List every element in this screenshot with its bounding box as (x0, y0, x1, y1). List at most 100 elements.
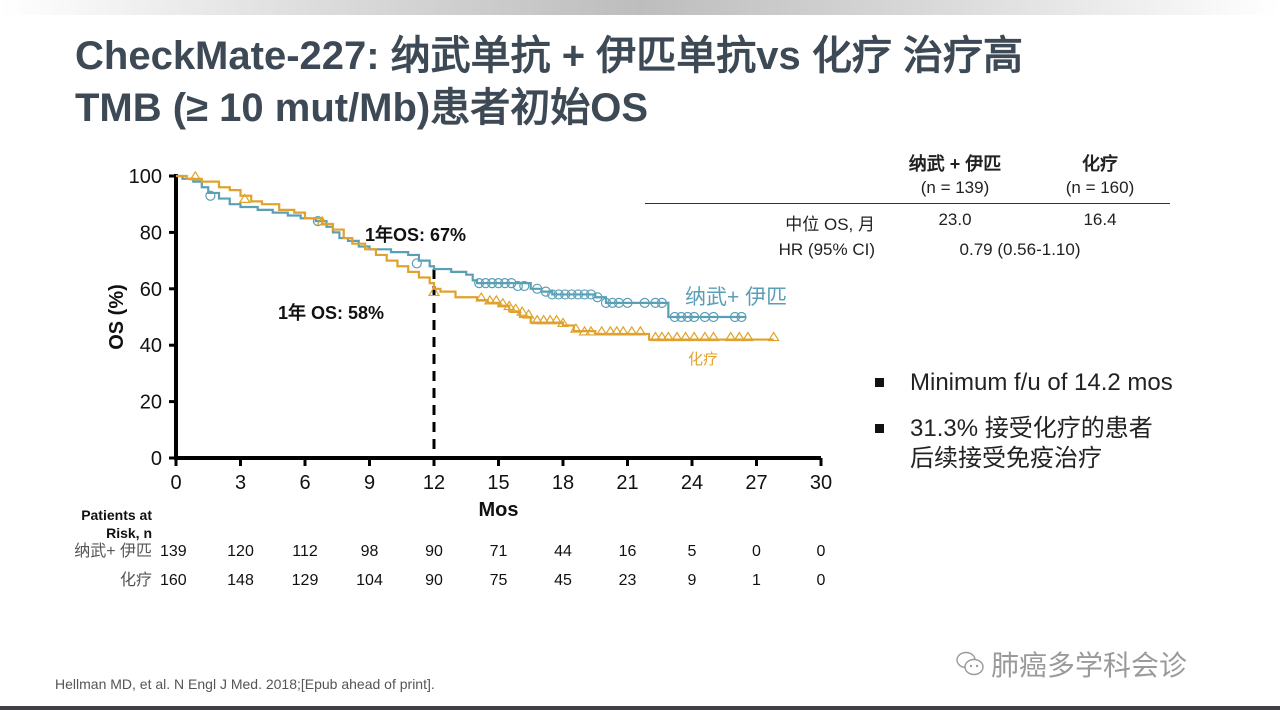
title-line-2: TMB (≥ 10 mut/Mb)患者初始OS (75, 86, 649, 130)
censor-mark-circle (708, 311, 719, 323)
risk-table-title: Risk, n (106, 525, 152, 541)
hr-value: 0.79 (0.56-1.10) (959, 240, 1081, 259)
censor-mark-triangle (578, 325, 591, 336)
risk-count: 112 (292, 543, 318, 560)
censor-mark-triangle (475, 291, 488, 302)
censor-mark-triangle (189, 170, 202, 181)
censor-mark-triangle (625, 325, 638, 336)
risk-count: 16 (619, 543, 637, 560)
censor-mark-triangle (427, 286, 441, 297)
x-tick-label: 15 (487, 472, 509, 494)
x-tick-label: 3 (235, 472, 246, 494)
y-axis-label: OS (%) (106, 284, 128, 350)
x-tick-label: 30 (810, 472, 832, 494)
risk-count: 129 (292, 572, 319, 589)
censor-mark-triangle (662, 331, 675, 342)
y-tick-label: 40 (140, 335, 162, 357)
censor-mark-triangle (741, 331, 754, 342)
censor-mark-triangle (537, 314, 550, 325)
risk-row-label: 化疗 (120, 571, 152, 589)
annotation-1yr-os-chemo: 1年 OS: 58% (278, 302, 384, 323)
censor-mark-circle (506, 278, 517, 289)
censor-mark-circle (512, 280, 523, 292)
axes: 0 20 40 60 80 100 0 3 6 9 12 15 18 21 24 27 30 Mos OS (%) (106, 166, 832, 521)
risk-count: 75 (490, 572, 508, 589)
censor-mark-triangle (649, 331, 662, 342)
y-tick-label: 0 (151, 448, 162, 470)
censor-mark-circle (560, 289, 571, 300)
y-tick-label: 60 (140, 279, 162, 301)
km-curve-nivo-ipi (176, 174, 746, 319)
censor-mark-triangle (544, 314, 557, 325)
row-label-hr: HR (95% CI) (778, 240, 875, 259)
censor-mark-triangle (584, 325, 598, 336)
censor-mark-triangle (610, 325, 623, 336)
bullet-square-icon (875, 424, 884, 433)
slide-title: CheckMate-227: 纳武单抗 + 伊匹单抗vs 化疗 治疗高 TMB … (75, 30, 1225, 134)
censor-mark-triangle (522, 308, 535, 319)
censor-mark-triangle (503, 300, 516, 311)
risk-count: 44 (554, 543, 572, 560)
risk-count: 98 (361, 543, 379, 560)
censor-mark-circle (553, 289, 564, 300)
censor-mark-triangle (483, 294, 496, 305)
x-tick-label: 12 (423, 472, 445, 494)
censor-mark-triangle (556, 317, 570, 328)
bullet-text-line2: 后续接受免疫治疗 (910, 445, 1102, 472)
legend-label-chemo: 化疗 (688, 351, 718, 368)
top-gradient-bar (0, 0, 1280, 15)
median-os-nivo-ipi: 23.0 (938, 210, 972, 229)
col-header-nivo-ipi: 纳武 + 伊匹 (908, 154, 1002, 174)
x-tick-label: 27 (745, 472, 767, 494)
censor-mark-circle (205, 190, 216, 201)
watermark-text: 肺癌多学科会诊 (991, 650, 1188, 681)
censor-mark-circle (499, 278, 511, 289)
censor-mark-circle (493, 278, 504, 289)
censor-mark-triangle (767, 331, 780, 342)
y-tick-label: 100 (129, 166, 162, 188)
y-tick-label: 20 (140, 392, 162, 414)
censor-mark-circle (585, 289, 597, 300)
censor-mark-triangle (670, 331, 684, 342)
x-tick-label: 21 (616, 472, 638, 494)
legend-label-nivo-ipi: 纳武+ 伊匹 (685, 286, 787, 309)
col-n-nivo-ipi: (n = 139) (920, 178, 990, 197)
risk-count: 148 (227, 572, 254, 589)
risk-count: 0 (817, 572, 826, 589)
risk-count: 139 (160, 543, 187, 560)
censor-mark-triangle (707, 331, 720, 342)
median-os-chemo: 16.4 (1083, 210, 1117, 229)
risk-count: 71 (490, 543, 508, 560)
censor-mark-circle (676, 311, 687, 323)
risk-count: 23 (619, 572, 637, 589)
risk-count: 0 (817, 543, 826, 560)
curves (176, 170, 780, 342)
bullet-square-icon (875, 378, 884, 387)
risk-count: 120 (227, 543, 254, 560)
censor-mark-circle (566, 289, 577, 300)
censor-mark-circle (600, 297, 612, 308)
x-tick-label: 6 (299, 472, 310, 494)
bullet-text-line1: 31.3% 接受化疗的患者 (910, 415, 1153, 442)
bullet-text: Minimum f/u of 14.2 mos (910, 369, 1173, 396)
risk-count: 45 (554, 572, 572, 589)
annotation-1yr-os-nivo-ipi: 1年OS: 67% (365, 224, 466, 245)
censor-mark-circle (669, 311, 680, 323)
censor-mark-triangle (617, 325, 630, 336)
censor-mark-circle (682, 311, 693, 323)
risk-row-label: 纳武+ 伊匹 (74, 542, 152, 560)
table-divider (645, 203, 1170, 204)
risk-count: 90 (425, 572, 443, 589)
censor-mark-circle (689, 311, 700, 323)
risk-count: 160 (160, 572, 187, 589)
censor-mark-triangle (679, 331, 692, 342)
censor-mark-circle (639, 297, 650, 308)
censor-mark-circle (474, 278, 485, 289)
citation: Hellman MD, et al. N Engl J Med. 2018;[E… (55, 676, 435, 692)
risk-count: 9 (688, 572, 697, 589)
watermark: 肺癌多学科会诊 (955, 644, 1187, 684)
censor-mark-circle (579, 289, 590, 300)
censor-mark-triangle (531, 314, 544, 325)
censor-mark-triangle (698, 331, 711, 342)
